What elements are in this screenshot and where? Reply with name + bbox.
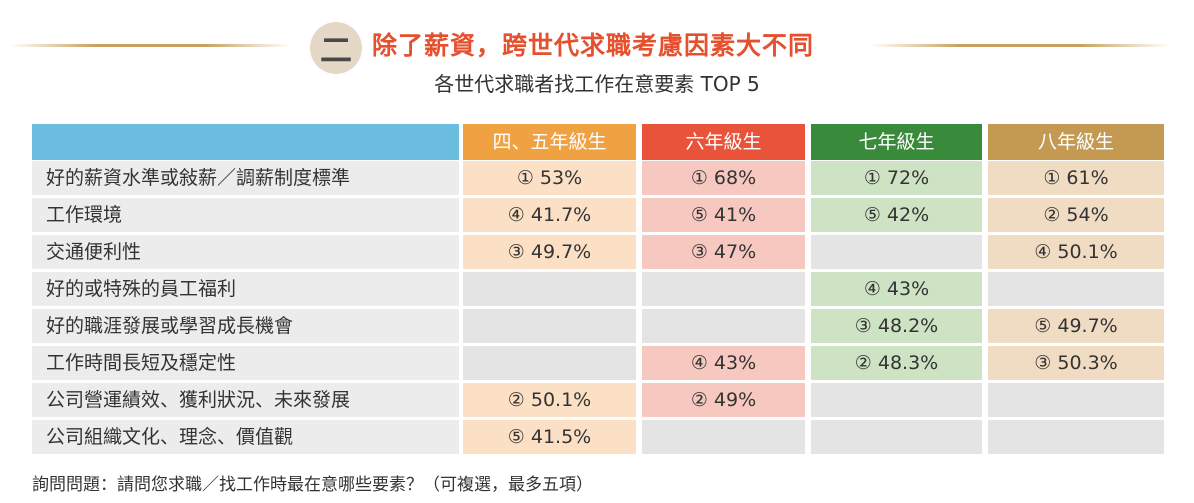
empty-cell — [463, 309, 636, 343]
rank-value-cell: ① 61% — [988, 161, 1164, 195]
rank-value-cell: ⑤ 41.5% — [463, 420, 636, 454]
table-row: 公司組織文化、理念、價值觀 ⑤ 41.5% — [32, 420, 1164, 456]
rank-value-cell: ④ 43% — [642, 346, 805, 380]
generation-header-0: 四、五年級生 — [463, 124, 636, 160]
table-header-row: 四、五年級生 六年級生 七年級生 八年級生 — [32, 124, 1164, 160]
empty-cell — [988, 383, 1164, 417]
generation-header-3: 八年級生 — [988, 124, 1164, 160]
decorative-rule-right — [870, 44, 1170, 47]
empty-cell — [811, 383, 982, 417]
empty-cell — [811, 235, 982, 269]
empty-cell — [988, 420, 1164, 454]
rank-value-cell: ④ 43% — [811, 272, 982, 306]
table-row: 公司營運績效、獲利狀況、未來發展 ② 50.1% ② 49% — [32, 383, 1164, 419]
factor-label: 工作時間長短及穩定性 — [32, 346, 459, 380]
factor-label: 交通便利性 — [32, 235, 459, 269]
factor-label: 好的職涯發展或學習成長機會 — [32, 309, 459, 343]
table-row: 好的職涯發展或學習成長機會 ③ 48.2% ⑤ 49.7% — [32, 309, 1164, 345]
empty-cell — [463, 346, 636, 380]
table-row: 好的薪資水準或敍薪／調薪制度標準 ① 53% ① 68% ① 72% ① 61% — [32, 161, 1164, 197]
table-row: 工作環境 ④ 41.7% ⑤ 41% ⑤ 42% ② 54% — [32, 198, 1164, 234]
rank-value-cell: ② 50.1% — [463, 383, 636, 417]
rank-value-cell: ① 53% — [463, 161, 636, 195]
table-row: 交通便利性 ③ 49.7% ③ 47% ④ 50.1% — [32, 235, 1164, 271]
empty-cell — [642, 272, 805, 306]
rank-value-cell: ⑤ 42% — [811, 198, 982, 232]
rank-value-cell: ④ 41.7% — [463, 198, 636, 232]
header-label-cell — [32, 124, 459, 160]
empty-cell — [642, 309, 805, 343]
rank-value-cell: ③ 49.7% — [463, 235, 636, 269]
empty-cell — [988, 272, 1164, 306]
factor-label: 好的或特殊的員工福利 — [32, 272, 459, 306]
rank-value-cell: ③ 48.2% — [811, 309, 982, 343]
footnote: 詢問問題：請問您求職／找工作時最在意哪些要素？（可複選，最多五項） — [32, 475, 593, 495]
table-row: 工作時間長短及穩定性 ④ 43% ② 48.3% ③ 50.3% — [32, 346, 1164, 382]
factor-label: 好的薪資水準或敍薪／調薪制度標準 — [32, 161, 459, 195]
generation-header-1: 六年級生 — [642, 124, 805, 160]
empty-cell — [463, 272, 636, 306]
chart-title: 除了薪資，跨世代求職考慮因素大不同 — [372, 31, 815, 60]
table-row: 好的或特殊的員工福利 ④ 43% — [32, 272, 1164, 308]
rank-value-cell: ① 68% — [642, 161, 805, 195]
rank-value-cell: ① 72% — [811, 161, 982, 195]
rank-value-cell: ⑤ 41% — [642, 198, 805, 232]
rank-value-cell: ② 54% — [988, 198, 1164, 232]
rank-value-cell: ③ 47% — [642, 235, 805, 269]
rank-value-cell: ② 48.3% — [811, 346, 982, 380]
rank-value-cell: ③ 50.3% — [988, 346, 1164, 380]
factor-label: 公司組織文化、理念、價值觀 — [32, 420, 459, 454]
generation-header-2: 七年級生 — [811, 124, 982, 160]
chart-subtitle: 各世代求職者找工作在意要素 TOP 5 — [434, 72, 760, 96]
empty-cell — [642, 420, 805, 454]
factor-label: 公司營運績效、獲利狀況、未來發展 — [32, 383, 459, 417]
header: 二 除了薪資，跨世代求職考慮因素大不同 各世代求職者找工作在意要素 TOP 5 — [0, 0, 1194, 100]
factor-label: 工作環境 — [32, 198, 459, 232]
empty-cell — [811, 420, 982, 454]
rank-value-cell: ④ 50.1% — [988, 235, 1164, 269]
rank-value-cell: ⑤ 49.7% — [988, 309, 1164, 343]
rank-value-cell: ② 49% — [642, 383, 805, 417]
decorative-rule-left — [10, 44, 290, 47]
section-number-badge: 二 — [310, 22, 362, 74]
